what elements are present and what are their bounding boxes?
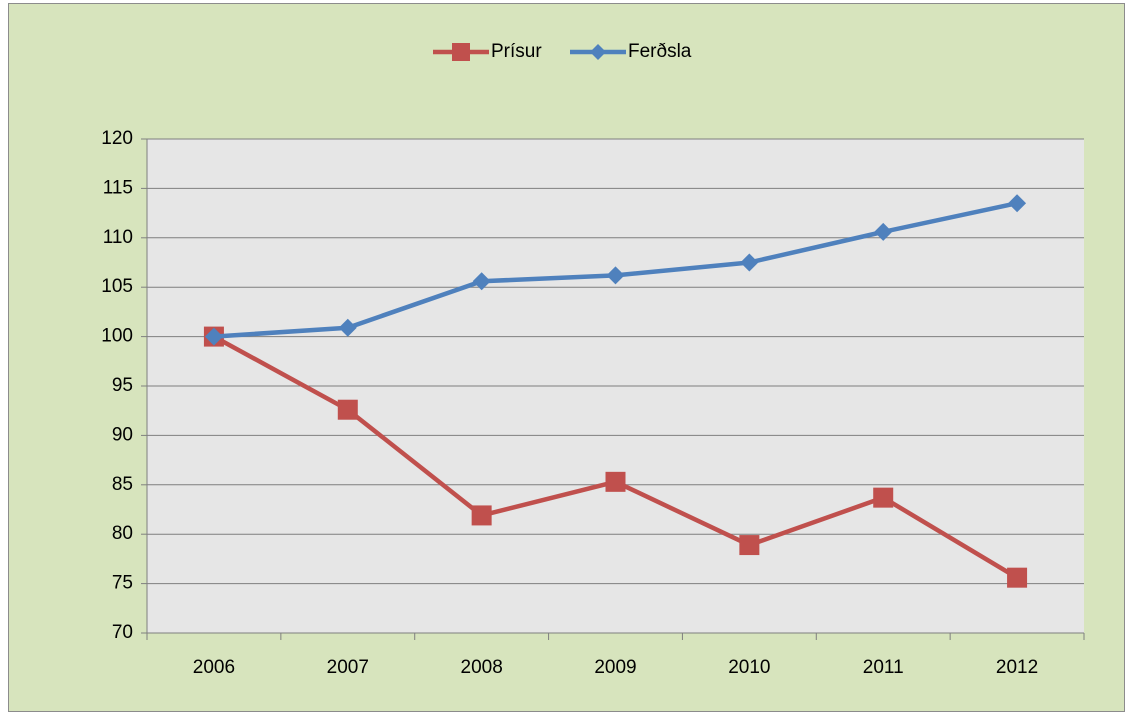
x-tick-label: 2007 [327,657,369,678]
legend-label: Prísur [491,41,542,62]
marker [590,44,606,60]
y-tick-label: 70 [112,622,133,643]
y-tick-label: 85 [112,474,133,495]
y-tick-label: 110 [103,227,133,248]
marker [874,222,893,241]
marker [606,266,625,285]
marker [873,487,894,508]
marker [1007,567,1028,588]
marker [1008,194,1027,213]
x-tick-label: 2006 [193,657,235,678]
x-tick-label: 2010 [728,657,770,678]
marker [605,471,626,492]
marker [740,253,759,272]
x-tick-label: 2008 [461,657,503,678]
marker [472,272,491,291]
legend-label: Ferðsla [628,41,692,62]
marker [471,505,492,526]
y-tick-label: 80 [112,523,133,544]
x-tick-label: 2011 [863,657,904,678]
y-tick-label: 90 [112,424,133,445]
marker [338,318,357,337]
marker [452,43,470,61]
y-tick-label: 95 [112,375,133,396]
y-tick-label: 120 [101,128,133,149]
marker [337,399,358,420]
x-tick-label: 2009 [594,657,636,678]
marker [739,535,760,556]
y-tick-label: 105 [101,276,133,297]
marker [204,327,223,346]
y-tick-label: 100 [101,326,133,347]
x-tick-label: 2012 [996,657,1038,678]
y-tick-label: 75 [112,573,133,594]
y-tick-label: 115 [103,177,133,198]
